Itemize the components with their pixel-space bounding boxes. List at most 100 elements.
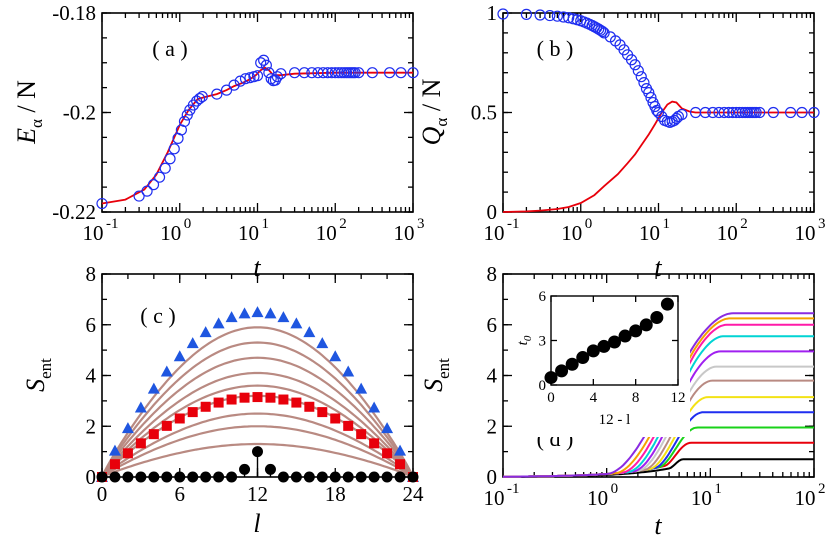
panel-a-point <box>168 143 180 155</box>
inset-xtick-label: 4 <box>590 390 598 406</box>
panel-b-point <box>652 106 665 119</box>
panel-c-triangle <box>381 422 394 434</box>
panel-b-point <box>699 106 711 119</box>
panel-b-point <box>632 65 644 77</box>
panel-a-point <box>178 115 191 128</box>
panel-c-circle <box>187 471 199 483</box>
inset-point <box>618 329 632 343</box>
panel-c-square <box>278 394 289 405</box>
panel-c-circle <box>368 471 380 483</box>
inset-point <box>629 324 643 338</box>
panel-b-point <box>750 106 762 119</box>
panel-c-triangle <box>342 365 355 377</box>
inset-xtick-label: 0 <box>547 390 555 406</box>
inset-point <box>565 357 579 371</box>
panel-a-point <box>164 153 176 165</box>
panel-c-curve <box>101 341 414 478</box>
panel-b-xtick-exponent: 3 <box>818 216 826 232</box>
panel-b-point <box>754 106 766 119</box>
inset-point <box>544 371 558 385</box>
panel-a-point <box>159 162 171 174</box>
panel-c-circle <box>161 471 173 483</box>
panel-b-point <box>676 108 688 121</box>
panel-b-point <box>808 106 820 119</box>
panel-c-square <box>122 448 133 459</box>
panel-c-circle <box>109 471 121 483</box>
panel-d-ytick-label: 8 <box>487 262 498 286</box>
panel-d-xtick-exponent: 0 <box>611 481 619 497</box>
panel-c-circle <box>316 471 328 483</box>
panel-a-point <box>234 75 246 87</box>
panel-c-triangle <box>316 337 329 349</box>
panel-c-triangle <box>303 326 316 338</box>
panel-a-point <box>251 70 264 82</box>
inset-point <box>555 364 569 378</box>
panel-a-point <box>288 67 301 79</box>
panel-b-point <box>643 86 655 99</box>
panel-a-point <box>141 185 153 197</box>
panel-c-square <box>109 459 120 470</box>
panel-c-curve <box>101 412 414 478</box>
panel-a-point <box>239 73 252 85</box>
panel-c-curve <box>101 371 414 478</box>
panel-c-square <box>304 401 315 412</box>
panel-b-point <box>596 25 609 38</box>
panel-c-square <box>382 448 393 459</box>
panel-c-circle <box>329 471 341 483</box>
panel-c-triangle <box>199 326 212 338</box>
panel-c-square <box>161 420 172 431</box>
panel-c-circle <box>148 471 160 483</box>
panel-a-point <box>275 68 287 80</box>
panel-c-square <box>252 392 263 403</box>
panel-b-point <box>730 106 742 119</box>
panel-a-point <box>187 99 200 111</box>
panel-c-triangle <box>225 311 238 323</box>
panel-c-square <box>213 397 224 408</box>
panel-a-xtick-label: 10 <box>316 221 337 245</box>
panel-b-point <box>594 24 607 36</box>
panel-c-triangle <box>368 401 381 413</box>
panel-a-point <box>196 90 208 103</box>
panel-c-xlabel: l <box>253 509 260 538</box>
panel-c-triangle <box>264 307 277 319</box>
panel-b-ytick-label: 1 <box>487 1 498 25</box>
panel-c-circle <box>290 471 302 483</box>
panel-d-ytick-label: 0 <box>487 465 498 489</box>
panel-c-label: ( c ) <box>140 303 175 328</box>
panel-c-square <box>356 429 367 440</box>
panel-b-point <box>551 10 563 22</box>
panel-d-xtick-label: 10 <box>587 486 608 510</box>
panel-c-ylabel: Sent <box>21 358 55 392</box>
panel-a-xtick-exponent: 2 <box>339 216 347 232</box>
panel-c-curve <box>101 356 414 478</box>
panel-c-xtick-label: 6 <box>175 482 186 506</box>
panel-d-ytick-label: 2 <box>487 414 498 438</box>
panel-b-point <box>567 13 579 25</box>
panel-c-square <box>135 438 146 449</box>
panel-c-xtick-label: 18 <box>325 482 346 506</box>
panel-c-circle <box>303 471 315 483</box>
panel-a-label: ( a ) <box>152 36 187 61</box>
panel-c-square <box>174 413 185 424</box>
panel-b-xtick-label: 10 <box>484 221 505 245</box>
panel-c-circle <box>226 471 238 483</box>
panel-a-point <box>147 179 160 191</box>
panel-c-triangle <box>160 365 173 377</box>
panel-a-point <box>260 59 272 71</box>
panel-a-point <box>244 72 256 84</box>
panel-b-point <box>784 106 797 119</box>
panel-b-xtick-exponent: 0 <box>585 216 593 232</box>
panel-c-circle <box>239 463 251 475</box>
panel-a-point <box>349 67 361 79</box>
panel-a-xtick-exponent: -1 <box>106 216 119 232</box>
panel-a-point <box>271 71 283 83</box>
panel-c-triangle <box>173 350 186 362</box>
panel-c-triangle <box>212 317 225 329</box>
panel-c-square <box>148 429 159 440</box>
panel-d-xtick-exponent: 2 <box>818 481 826 497</box>
panel-d-xtick-exponent: 1 <box>714 481 722 497</box>
inset-ytick-label: 0 <box>539 378 547 394</box>
panel-c-triangle <box>134 401 147 413</box>
panel-c-triangle <box>277 311 290 323</box>
panel-b-xtick-label: 10 <box>717 221 738 245</box>
